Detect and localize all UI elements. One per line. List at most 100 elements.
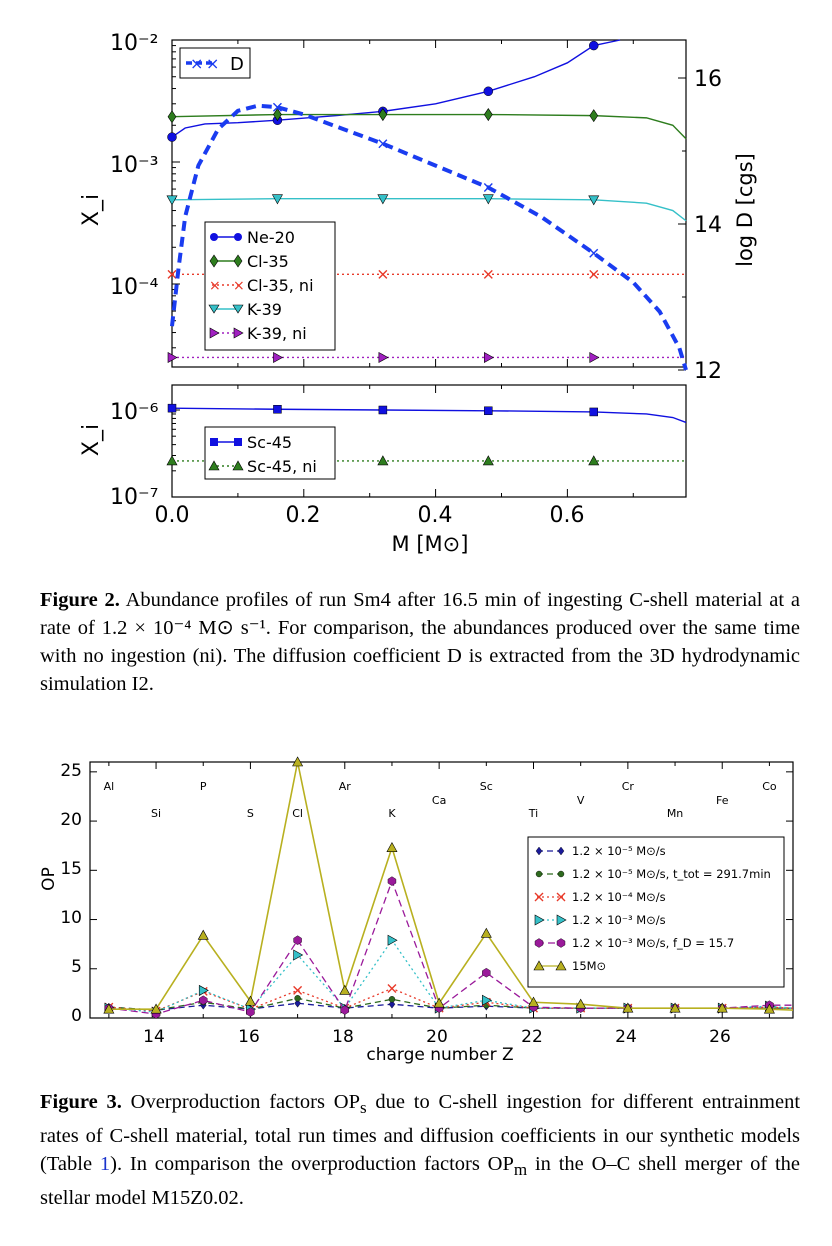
series-ne-20-point <box>588 40 599 51</box>
legend-cl35-ni: Cl-35, ni <box>247 276 314 295</box>
fig3-ytick-5: 5 <box>71 957 82 977</box>
series-sc-45-ni-point <box>482 455 494 466</box>
series-sc-45-point <box>167 403 177 413</box>
op-series-5-point <box>527 996 540 1007</box>
legend-top: Ne-20 Cl-35 × × Cl-35, ni K-39 K-39, ni <box>204 221 336 351</box>
series-sc-45-ni-point <box>588 455 600 466</box>
series-k-39-ni-point <box>589 351 600 363</box>
series-sc-45-point <box>273 405 282 414</box>
element-label-fe: Fe <box>716 794 729 807</box>
legend-k39-ni: K-39, ni <box>247 324 307 343</box>
element-label-v: V <box>577 794 585 807</box>
series-D-line <box>170 103 688 371</box>
series-sc-45-point <box>378 405 388 415</box>
legend-D: × × D <box>179 47 251 79</box>
op-series-4-point <box>246 1007 255 1017</box>
series-cl-35-ni-point <box>378 269 388 279</box>
bottom-ytick-1e-6: 10⁻⁶ <box>110 400 159 425</box>
element-label-mn: Mn <box>667 807 683 820</box>
op-series-4-point <box>387 876 397 886</box>
svg-text:×: × <box>190 54 203 73</box>
op-series-2-point <box>293 985 303 995</box>
element-label-si: Si <box>151 807 161 820</box>
fig3-legend-label-3: 1.2 × 10⁻³ M⊙/s <box>572 913 666 927</box>
fig3-legend-label-5: 15M⊙ <box>572 959 606 973</box>
series-k-39-point <box>166 195 178 206</box>
fig3-xtick-20: 20 <box>426 1027 448 1047</box>
op-series-5-point <box>716 1002 728 1013</box>
right-ytick-16: 16 <box>694 67 722 92</box>
series-cl-35-point <box>273 107 282 122</box>
op-series-4-point <box>482 967 491 978</box>
element-label-co: Co <box>762 780 777 793</box>
fig3-ylabel: OP <box>39 867 59 891</box>
series-ne-20-point <box>167 132 177 142</box>
op-series-4-point <box>199 995 208 1006</box>
bottom-panel-frame <box>171 384 687 498</box>
table-1-link[interactable]: 1 <box>99 1153 111 1176</box>
op-series-5-point <box>433 997 445 1008</box>
figure-2-caption-text: Abundance profiles of run Sm4 after 16.5… <box>40 589 800 695</box>
figure-3-caption: Figure 3. Overproduction factors OPs due… <box>40 1088 800 1212</box>
figure-3-caption-sub-m: m <box>513 1160 528 1180</box>
series-D-point <box>378 139 388 149</box>
svg-text:×: × <box>206 54 219 73</box>
xtick-0.2: 0.2 <box>286 503 321 528</box>
top-ylabel: X_i <box>79 194 104 226</box>
figure-3-caption-label: Figure 3. <box>40 1091 122 1113</box>
figure-3-caption-text-3: ). In comparison the overproduction fact… <box>110 1153 514 1176</box>
fig3-legend-label-2: 1.2 × 10⁻⁴ M⊙/s <box>572 890 666 904</box>
op-series-5-point <box>480 927 492 938</box>
series-ne-20-point <box>483 86 494 97</box>
op-series-5-point <box>763 1003 775 1014</box>
legend-sc45: Sc-45 <box>247 433 292 452</box>
op-series-5-point <box>386 842 398 852</box>
series-k-39-ni-point <box>167 351 178 363</box>
op-series-5-point <box>197 929 209 940</box>
series-k-39-point <box>271 194 283 205</box>
series-D-point <box>272 102 282 112</box>
legend-marker-3 <box>534 914 545 926</box>
series-sc-45-point <box>484 406 493 416</box>
series-cl-35-point <box>167 110 177 124</box>
figure-2-caption: Figure 2. Abundance profiles of run Sm4 … <box>40 586 800 698</box>
legend-marker-0 <box>557 846 565 856</box>
top-ytick-1e-2: 10⁻² <box>110 31 158 56</box>
legend-marker-4 <box>556 938 566 948</box>
op-series-2-line <box>108 987 794 1012</box>
fig3-xtick-16: 16 <box>238 1027 260 1047</box>
fig3-xtick-22: 22 <box>521 1027 543 1047</box>
xtick-0.0: 0.0 <box>155 503 190 528</box>
series-cl-35-point <box>378 107 388 122</box>
element-label-s: S <box>247 807 254 820</box>
legend-marker-2 <box>556 892 566 902</box>
element-label-cr: Cr <box>622 780 635 793</box>
svg-text:×: × <box>233 278 245 294</box>
op-series-5-point <box>103 1003 115 1014</box>
fig3-xtick-26: 26 <box>709 1027 731 1047</box>
series-cl-35-line <box>171 113 687 140</box>
op-series-5-point <box>150 1003 162 1014</box>
series-k-39-point <box>588 195 600 206</box>
element-label-cl: Cl <box>292 807 303 820</box>
figure-3-caption-text-1: Overproduction factors OP <box>130 1091 360 1113</box>
series-D-point <box>483 183 493 192</box>
op-series-3-point <box>387 934 398 946</box>
legend-ne20: Ne-20 <box>247 228 295 247</box>
op-series-5-point <box>244 995 256 1006</box>
legend-marker-0 <box>535 846 543 856</box>
op-series-4-point <box>340 1005 349 1015</box>
fig3-legend: 1.2 × 10⁻⁵ M⊙/s 1.2 × 10⁻⁵ M⊙/s, t_tot = … <box>527 836 785 988</box>
series-k-39-line <box>171 198 687 222</box>
bottom-ylabel: X_i <box>79 424 104 456</box>
xtick-0.4: 0.4 <box>418 503 453 528</box>
op-series-1-point <box>388 996 396 1003</box>
element-label-p: P <box>200 780 207 793</box>
fig3-xtick-14: 14 <box>143 1027 165 1047</box>
legend-marker-3 <box>556 914 567 926</box>
legend-marker-4 <box>534 938 544 948</box>
legend-marker-1 <box>535 870 543 878</box>
series-cl-35-ni-point <box>483 269 493 279</box>
right-ylabel: log D [cgs] <box>733 153 757 267</box>
op-series-4-point <box>293 935 302 945</box>
